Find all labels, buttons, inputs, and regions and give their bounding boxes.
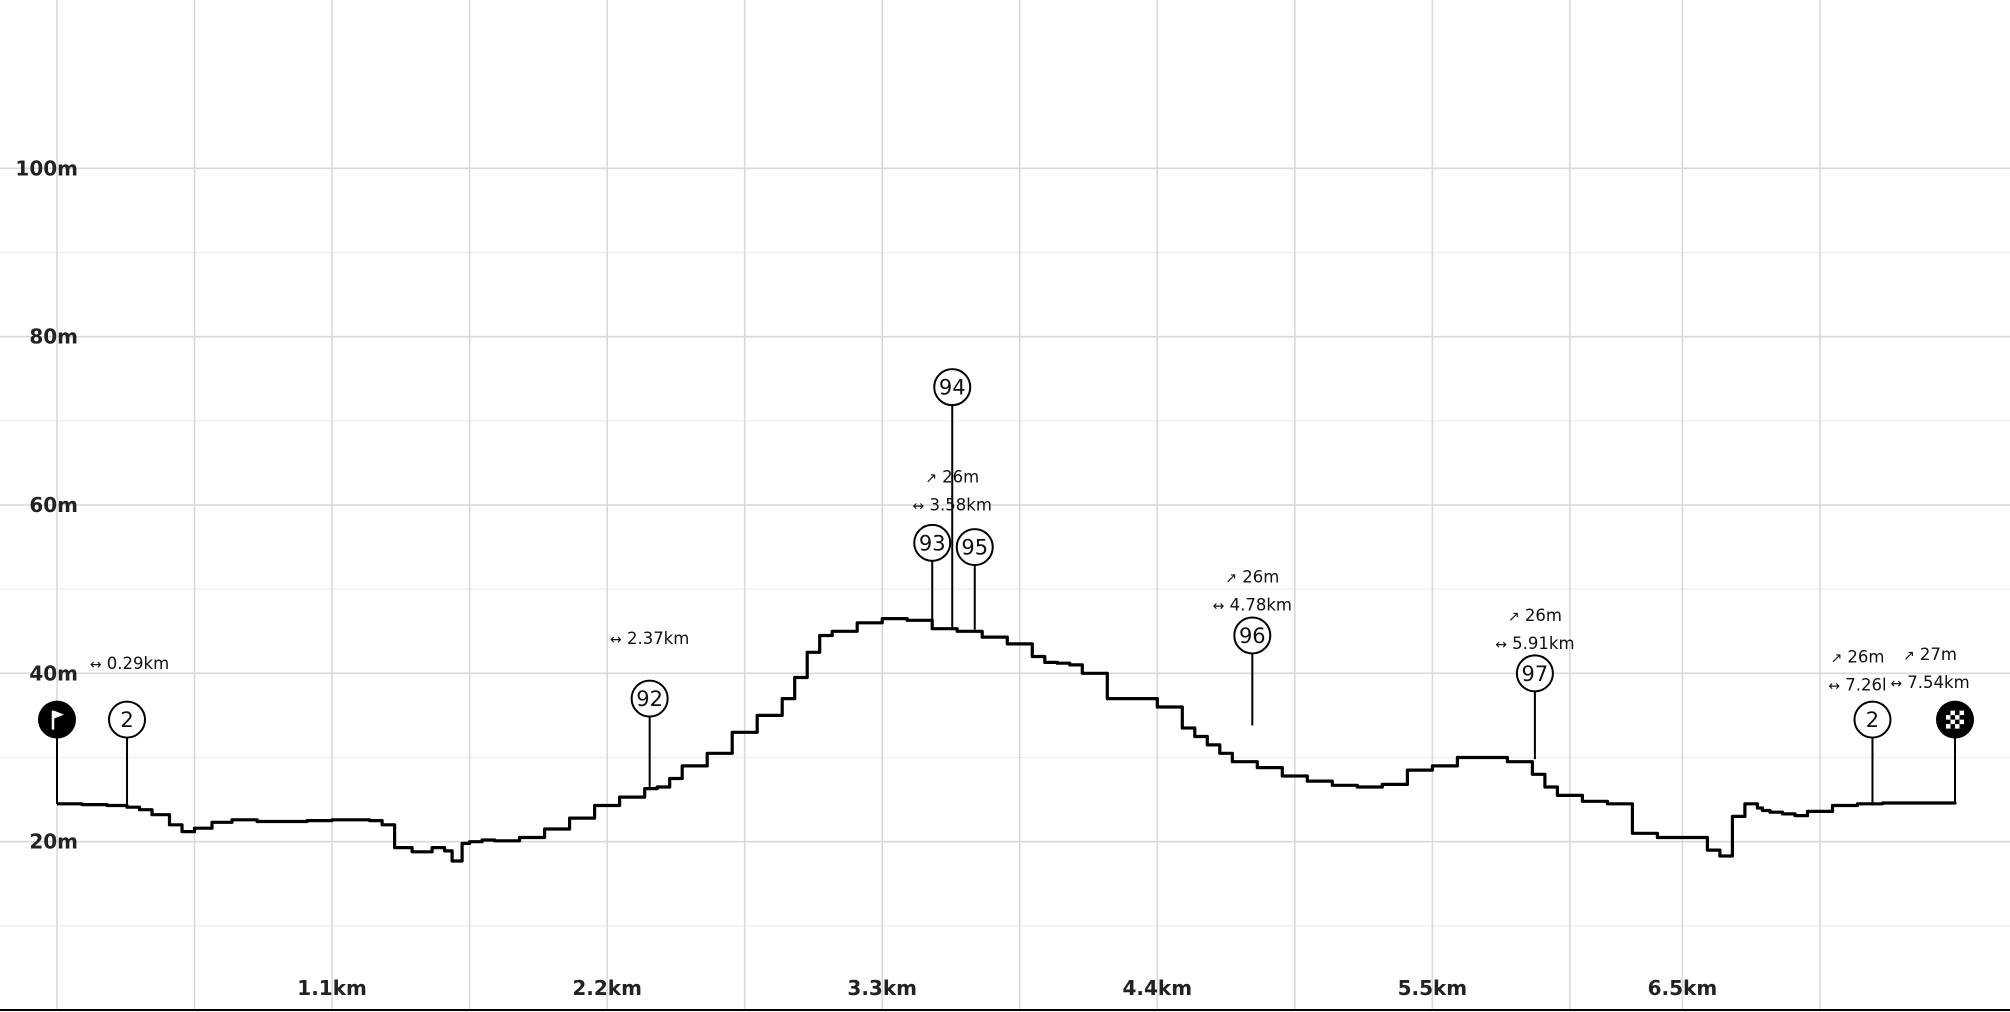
annotation-value: 5.91km [1507, 634, 1575, 653]
waypoint-label: 93 [919, 531, 946, 555]
waypoint-circle [1515, 654, 1554, 693]
ascent-icon: ↗ [925, 470, 937, 486]
waypoint-circle [933, 368, 972, 407]
annotation-line: ↗ 26m [1225, 567, 1279, 586]
waypoint-marker[interactable]: 92 [630, 679, 669, 787]
waypoint-marker[interactable]: 94 [933, 368, 972, 629]
y-tick-label: 100m [15, 156, 78, 180]
annotation-line: ↔ 2.37km [610, 629, 689, 648]
finish-flag-icon [1946, 710, 1964, 729]
annotation-value: 26m [1520, 606, 1562, 625]
distance-icon: ↔ [1890, 676, 1902, 692]
annotation-value: 0.29km [102, 654, 170, 673]
annotation-layer: ↔ 0.29km↔ 2.37km↗ 26m↔ 3.58km↗ 26m↔ 4.78… [90, 467, 1970, 694]
x-tick-label: 5.5km [1398, 976, 1468, 1000]
waypoint-label: 97 [1522, 662, 1549, 686]
annotation-line: ↗ 26m [1508, 606, 1562, 625]
waypoint-marker[interactable]: 97 [1515, 654, 1554, 760]
x-tick-label: 2.2km [572, 976, 642, 1000]
x-tick-label: 3.3km [847, 976, 917, 1000]
annotation-value: 26m [937, 467, 979, 486]
annotation-value: 26m [1237, 567, 1279, 586]
waypoint-marker[interactable]: 96 [1233, 616, 1272, 726]
elevation-series-line [57, 617, 1957, 863]
waypoint-circle [108, 700, 147, 739]
annotation-value: 3.58km [924, 495, 992, 514]
waypoint-circle [1853, 700, 1892, 739]
segment-annotation: ↗ 27m↔ 7.54km [1890, 645, 1969, 692]
waypoint-label: 92 [636, 687, 663, 711]
annotation-line: ↔ 7.54km [1890, 673, 1969, 692]
axes: 20m 40m 60m 80m 100m 1.1km 2.2km 3.3km 4.4km 5.5k… [0, 156, 2010, 1011]
waypoint-marker[interactable]: 93 [913, 523, 952, 621]
ascent-icon: ↗ [1830, 650, 1842, 666]
waypoint-label: 2 [1866, 708, 1879, 732]
annotation-value: 7.26l [1840, 675, 1887, 694]
x-tick-label: 4.4km [1123, 976, 1193, 1000]
distance-icon: ↔ [610, 632, 622, 648]
annotation-value: 26m [1842, 647, 1884, 666]
segment-annotation: ↗ 26m↔ 7.26l [1828, 647, 1886, 694]
annotation-line: ↔ 5.91km [1495, 634, 1574, 653]
segment-annotation: ↔ 2.37km [610, 629, 689, 648]
waypoint-marker[interactable]: 2 [1853, 700, 1892, 806]
ascent-icon: ↗ [1508, 609, 1520, 625]
annotation-value: 2.37km [622, 629, 690, 648]
y-tick-label: 20m [29, 830, 78, 854]
distance-icon: ↔ [1828, 678, 1840, 694]
elevation-line-layer [57, 617, 1957, 863]
waypoint-label: 2 [120, 708, 133, 732]
waypoint-marker[interactable] [38, 700, 76, 804]
waypoint-circle [1233, 616, 1272, 655]
y-tick-label: 60m [29, 493, 78, 517]
waypoint-label: 94 [939, 376, 966, 400]
segment-annotation: ↔ 0.29km [90, 654, 169, 673]
x-tick-label: 1.1km [297, 976, 367, 1000]
annotation-line: ↔ 3.58km [913, 495, 992, 514]
segment-annotation: ↗ 26m↔ 3.58km [913, 467, 992, 514]
start-flag-icon [51, 710, 64, 730]
waypoint-circle [955, 528, 994, 567]
ascent-icon: ↗ [1903, 648, 1915, 664]
waypoint-circle [38, 700, 76, 739]
annotation-line: ↔ 7.26l [1828, 675, 1886, 694]
distance-icon: ↔ [90, 657, 102, 673]
waypoint-marker[interactable]: 95 [955, 528, 994, 630]
waypoint-label: 95 [961, 536, 988, 560]
distance-icon: ↔ [1213, 598, 1225, 614]
annotation-line: ↔ 4.78km [1213, 595, 1292, 614]
waypoint-circle [630, 679, 669, 718]
y-tick-label: 40m [29, 661, 78, 685]
waypoint-marker[interactable] [1936, 700, 1974, 803]
segment-annotation: ↗ 26m↔ 5.91km [1495, 606, 1574, 653]
distance-icon: ↔ [913, 498, 925, 514]
annotation-line: ↗ 26m [925, 467, 979, 486]
waypoint-circle [913, 523, 952, 562]
distance-icon: ↔ [1495, 637, 1507, 653]
segment-annotation: ↗ 26m↔ 4.78km [1213, 567, 1292, 614]
waypoint-label: 96 [1239, 624, 1266, 648]
waypoint-layer: 2 92 93 94 95 96 97 2 [38, 368, 1974, 808]
annotation-line: ↔ 0.29km [90, 654, 169, 673]
annotation-value: 27m [1915, 645, 1957, 664]
annotation-line: ↗ 27m [1903, 645, 1957, 664]
ascent-icon: ↗ [1225, 570, 1237, 586]
annotation-line: ↗ 26m [1830, 647, 1884, 666]
waypoint-marker[interactable]: 2 [108, 700, 147, 808]
x-tick-label: 6.5km [1648, 976, 1718, 1000]
y-tick-label: 80m [29, 325, 78, 349]
annotation-value: 7.54km [1902, 673, 1970, 692]
annotation-value: 4.78km [1224, 595, 1292, 614]
